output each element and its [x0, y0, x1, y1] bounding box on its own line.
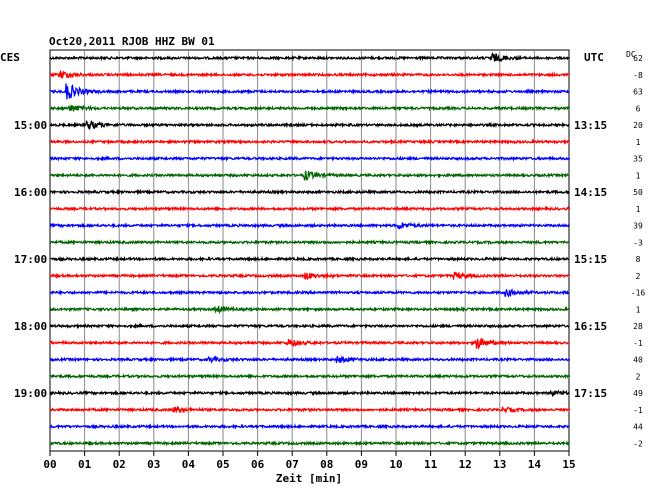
left-time-label: 19:00 — [14, 387, 47, 400]
chart-title: Oct20,2011 RJOB HHZ BW 01 — [49, 35, 215, 48]
trace-line — [49, 170, 570, 181]
traces — [49, 51, 571, 447]
trace-line — [49, 305, 571, 315]
right-time-label: 17:15 — [574, 387, 607, 400]
dc-offset-label: -2 — [633, 439, 643, 448]
trace-line — [49, 423, 570, 430]
x-tick-label: 09 — [355, 458, 368, 471]
dc-offset-label: 8 — [636, 255, 641, 264]
trace-line — [49, 354, 571, 364]
dc-offset-label: 6 — [636, 104, 641, 113]
x-tick-label: 07 — [286, 458, 299, 471]
trace-line — [49, 155, 571, 162]
dc-offset-label: 2 — [636, 272, 641, 281]
x-tick-label: 06 — [251, 458, 265, 471]
dc-offset-label: -3 — [633, 238, 643, 247]
x-tick-label: 03 — [147, 458, 160, 471]
trace-line — [49, 322, 570, 330]
trace-line — [49, 51, 571, 62]
left-time-label: 16:00 — [14, 186, 47, 199]
dc-offset-label: 44 — [633, 423, 643, 432]
x-tick-label: 01 — [78, 458, 92, 471]
left-time-label: 15:00 — [14, 119, 47, 132]
trace-line — [49, 372, 571, 380]
trace-line — [49, 188, 570, 196]
dc-offset-label: 49 — [633, 389, 643, 398]
trace-line — [49, 389, 570, 398]
trace-line — [49, 83, 570, 100]
dc-offset-label: 63 — [633, 88, 643, 97]
dc-offset-label: 2 — [636, 372, 641, 381]
x-tick-label: 10 — [389, 458, 402, 471]
x-tick-label: 08 — [320, 458, 333, 471]
right-time-label: 14:15 — [574, 186, 607, 199]
trace-line — [49, 104, 571, 112]
x-tick-label: 15 — [562, 458, 575, 471]
dc-offset-label: 20 — [633, 121, 643, 130]
right-timezone-label: UTC — [584, 51, 604, 64]
dc-column-header: DC — [626, 50, 636, 59]
plot-frame — [49, 49, 570, 452]
left-timezone-label: CES — [0, 51, 20, 64]
left-time-label: 17:00 — [14, 253, 47, 266]
trace-line — [49, 405, 571, 414]
dc-offset-label: -1 — [633, 339, 643, 348]
dc-offset-label: 1 — [636, 305, 641, 314]
x-tick-label: 11 — [424, 458, 438, 471]
trace-line — [49, 271, 571, 281]
trace-line — [49, 338, 570, 351]
trace-line — [49, 239, 570, 246]
x-axis-title: Zeit [min] — [276, 472, 342, 485]
trace-line — [49, 439, 570, 447]
right-time-label: 13:15 — [574, 119, 607, 132]
dc-offset-label: 1 — [636, 205, 641, 214]
x-tick-label: 04 — [182, 458, 196, 471]
x-tick-label: 14 — [528, 458, 542, 471]
dc-offset-label: -16 — [631, 289, 646, 298]
trace-line — [49, 138, 571, 146]
x-tick-label: 02 — [113, 458, 126, 471]
dc-offset-label: 1 — [636, 138, 641, 147]
left-time-label: 18:00 — [14, 320, 47, 333]
trace-line — [49, 255, 570, 263]
trace-line — [49, 205, 571, 213]
dc-offset-label: 62 — [633, 54, 643, 63]
dc-offset-label: 35 — [633, 155, 643, 164]
trace-line — [49, 221, 571, 230]
dc-offset-label: 28 — [633, 322, 643, 331]
right-time-label: 16:15 — [574, 320, 607, 333]
trace-line — [50, 70, 571, 80]
dc-offset-label: -8 — [633, 71, 643, 80]
x-tick-label: 05 — [216, 458, 229, 471]
dc-offset-label: 1 — [636, 171, 641, 180]
plot-grid — [49, 49, 570, 456]
x-tick-label: 12 — [459, 458, 472, 471]
dc-offset-label: 40 — [633, 356, 643, 365]
trace-line — [49, 120, 570, 130]
right-time-label: 15:15 — [574, 253, 607, 266]
x-tick-label: 13 — [493, 458, 506, 471]
dc-offset-label: -1 — [633, 406, 643, 415]
dc-offset-label: 50 — [633, 188, 643, 197]
labels: Oct20,2011 RJOB HHZ BW 01 CES UTC DC Zei… — [0, 35, 645, 485]
x-tick-label: 00 — [43, 458, 56, 471]
dc-offset-label: 39 — [633, 222, 643, 231]
trace-line — [49, 288, 570, 298]
